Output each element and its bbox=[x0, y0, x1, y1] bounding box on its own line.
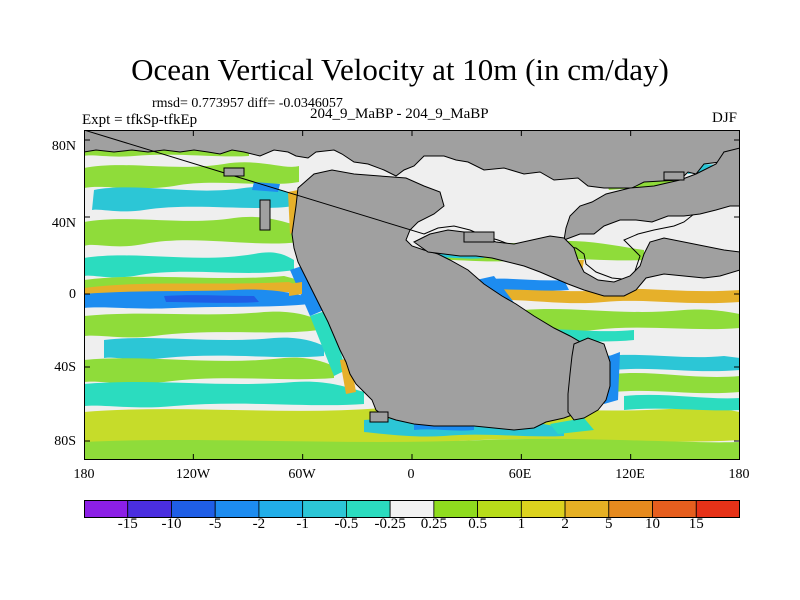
coast-feature-teal bbox=[310, 310, 346, 376]
eastern-peninsula bbox=[413, 229, 740, 297]
colorbar-label: -1 bbox=[296, 516, 309, 532]
east-south-green bbox=[614, 373, 740, 394]
island bbox=[463, 231, 495, 243]
south-tropic-green bbox=[84, 357, 334, 384]
colorbar-label: 2 bbox=[561, 516, 569, 532]
southern-ocean-green bbox=[84, 438, 740, 460]
coast-feature-orange bbox=[340, 358, 356, 394]
y-tick-label: 80S bbox=[54, 434, 76, 449]
colorbar-label: -5 bbox=[208, 516, 222, 532]
x-tick-label: 60E bbox=[508, 467, 532, 482]
run-label: 204_9_MaBP - 204_9_MaBP bbox=[310, 106, 489, 122]
east-mid-teal bbox=[624, 394, 740, 411]
y-tick-label: 40S bbox=[54, 360, 76, 375]
y-tick-label: 0 bbox=[69, 287, 76, 302]
x-tick-label: 0 bbox=[407, 467, 415, 482]
axis-ticks bbox=[84, 130, 740, 460]
colorbar-label: 0.5 bbox=[468, 516, 487, 532]
y-tick-label: 80N bbox=[51, 139, 76, 154]
southeastern-landmass bbox=[567, 337, 611, 421]
x-tick-label: 120E bbox=[615, 467, 645, 482]
colorbar-label: -2 bbox=[252, 516, 266, 532]
island bbox=[259, 199, 271, 231]
experiment-label: Expt = tfkSp-tfkEp bbox=[82, 112, 198, 128]
eastern-landmass bbox=[563, 147, 740, 241]
colorbar-cell bbox=[520, 500, 566, 518]
colorbar-label: 0.25 bbox=[420, 516, 447, 532]
velocity-map bbox=[84, 130, 740, 460]
colorbar-frame bbox=[84, 500, 740, 518]
mid-north-band-green bbox=[84, 216, 299, 247]
chart-title: Ocean Vertical Velocity at 10m (in cm/da… bbox=[131, 52, 669, 87]
colorbar-label: -10 bbox=[161, 516, 182, 532]
x-tick-label: 120W bbox=[175, 467, 211, 482]
coast-feature-orange bbox=[289, 282, 302, 296]
north-band-green bbox=[84, 162, 299, 189]
y-tick-label: 40N bbox=[51, 216, 76, 231]
colorbar-label: 1 bbox=[517, 516, 526, 532]
subtropic-band-teal bbox=[84, 252, 294, 278]
velocity-bands bbox=[84, 140, 740, 460]
equator-south-green bbox=[84, 311, 319, 338]
colorbar-label: -0.5 bbox=[334, 516, 359, 532]
island bbox=[223, 167, 245, 177]
coast-feature-teal bbox=[550, 418, 594, 434]
north-band-cyan bbox=[92, 186, 294, 212]
colorbar-label: 10 bbox=[645, 516, 661, 532]
south-tropic-cyan bbox=[104, 337, 324, 360]
coast-feature-blue bbox=[252, 182, 280, 192]
stats-label: rmsd= 0.773957 diff= -0.0346057 bbox=[152, 96, 343, 111]
x-tick-label: 180 bbox=[728, 467, 750, 482]
colorbar-label: -0.25 bbox=[374, 516, 406, 532]
season-label: DJF bbox=[712, 110, 738, 126]
south-mid-teal bbox=[84, 381, 364, 408]
colorbar-label: 5 bbox=[605, 516, 613, 532]
colorbar-label: -15 bbox=[117, 516, 138, 532]
east-tropic-green bbox=[524, 309, 740, 332]
colorbar-cell bbox=[564, 500, 610, 518]
island bbox=[369, 411, 389, 423]
east-south-cyan bbox=[604, 354, 740, 372]
colorbar bbox=[84, 500, 740, 518]
land-masses bbox=[84, 130, 740, 431]
colorbar-label: 15 bbox=[688, 516, 704, 532]
coast-feature-blue bbox=[290, 266, 324, 316]
x-tick-label: 180 bbox=[73, 467, 95, 482]
equator-upwelling-core bbox=[164, 295, 259, 303]
x-tick-label: 60W bbox=[288, 467, 316, 482]
island bbox=[663, 171, 685, 181]
